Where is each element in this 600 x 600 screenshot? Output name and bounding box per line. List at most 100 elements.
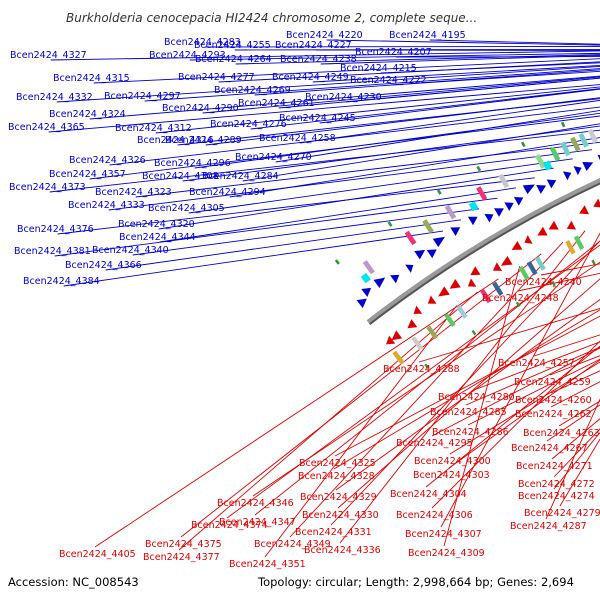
gene-leader-line [94, 278, 499, 548]
forward-gene-arrow [522, 184, 535, 195]
gene-leader-line [320, 54, 600, 65]
gene-label: Bcen2424_4384 [23, 276, 100, 287]
forward-gene-arrow [405, 264, 414, 273]
reverse-gene-arrow [407, 319, 418, 329]
gene-leader-line [194, 112, 600, 169]
gene-label: Bcen2424_4351 [229, 559, 306, 570]
gene-label: Bcen2424_4260 [515, 395, 592, 406]
forward-gene-arrow [432, 236, 445, 248]
reverse-gene-arrow [413, 305, 423, 314]
gene-leader-line [159, 187, 517, 243]
gene-leader-line [333, 309, 600, 470]
gene-leader-line [252, 261, 600, 497]
gene-leader-line [48, 84, 600, 133]
reverse-gene-arrow [386, 335, 396, 345]
gene-label: Bcen2424_4263 [523, 428, 600, 439]
gene-leader-line [289, 241, 564, 538]
reverse-gene-arrow [579, 205, 590, 215]
gene-leader-line [339, 230, 586, 544]
gene-leader-line [204, 45, 600, 48]
gene-leader-line [443, 266, 521, 547]
forward-gene-arrow [573, 166, 582, 176]
cog-feature-inner [411, 336, 424, 351]
gene-leader-line [275, 110, 600, 163]
gene-leader-line [178, 291, 478, 551]
gene-label: Bcen2424_4271 [516, 461, 593, 472]
gene-leader-line [299, 99, 600, 144]
cog-feature-outer [362, 260, 375, 275]
forward-gene-arrow [582, 161, 594, 171]
gene-label: Bcen2424_4316 [137, 135, 214, 146]
map-title: Burkholderia cenocepacia HI2424 chromoso… [66, 11, 477, 25]
gene-label: Bcen2424_4405 [59, 549, 136, 560]
gene-leader-line [49, 129, 600, 193]
reverse-gene-arrow [427, 295, 437, 304]
gene-leader-line [250, 88, 600, 130]
gene-label: Bcen2424_4245 [279, 113, 356, 124]
gene-label: Bcen2424_4327 [10, 50, 87, 61]
gene-label: Bcen2424_4272 [518, 479, 595, 490]
feature-cyan [360, 272, 371, 284]
gene-label: Bcen2424_4261 [238, 98, 315, 109]
rna-marker-inner [551, 280, 556, 287]
reverse-gene-arrow [593, 198, 600, 208]
gene-leader-line [182, 125, 600, 182]
gene-label: Bcen2424_4220 [286, 30, 363, 41]
gene-leader-line [57, 177, 535, 235]
gene-label: Bcen2424_4329 [300, 492, 377, 503]
gene-label: Bcen2424_4264 [195, 54, 272, 65]
gene-leader-line [330, 240, 600, 526]
gene-leader-line [202, 76, 600, 114]
reverse-gene-arrow [511, 240, 523, 251]
rna-marker-outer [476, 165, 482, 172]
gene-leader-line [540, 263, 600, 276]
gene-label: Bcen2424_4195 [389, 30, 466, 41]
gene-leader-line [390, 70, 600, 86]
cog-feature-inner [573, 235, 585, 250]
gene-label: Bcen2424_4315 [53, 73, 130, 84]
cog-feature-outer [535, 154, 546, 169]
gene-label: Bcen2424_4294 [189, 187, 266, 198]
gene-label: Bcen2424_4240 [505, 277, 582, 288]
cog-feature-inner [492, 281, 504, 296]
gene-leader-line [465, 346, 600, 406]
gene-leader-line [109, 106, 600, 166]
gene-label: Bcen2424_4374 [191, 520, 268, 531]
gene-leader-line [89, 115, 600, 180]
forward-gene-arrow [484, 213, 494, 223]
cog-feature-outer [549, 146, 561, 162]
gene-leader-line [315, 49, 600, 51]
forward-gene-arrow [467, 216, 478, 226]
gene-label: Bcen2424_4344 [119, 232, 196, 243]
gene-leader-line [418, 308, 600, 363]
gene-leader-line [218, 61, 600, 83]
rna-marker-outer [520, 141, 526, 148]
forward-gene-arrow [426, 249, 437, 259]
forward-gene-arrow [450, 227, 461, 237]
gene-leader-line [337, 278, 600, 509]
forward-gene-arrow [494, 208, 504, 217]
reverse-gene-arrow [391, 330, 403, 341]
backbone-ring-edge [369, 182, 600, 325]
accession-text: Accession: NC_008543 [8, 575, 139, 589]
gene-leader-line [319, 88, 600, 124]
gene-leader-line [63, 230, 444, 287]
gene-leader-line [254, 240, 600, 516]
reverse-gene-arrow [548, 220, 559, 230]
gene-label: Bcen2424_4262 [515, 409, 592, 420]
gene-label: Bcen2424_4230 [305, 92, 382, 103]
cog-feature-inner [392, 350, 405, 365]
gene-label: Bcen2424_4279 [524, 508, 600, 519]
gene-label: Bcen2424_4308 [142, 171, 219, 182]
gene-leader-line [326, 39, 600, 46]
gene-label: Bcen2424_4267 [511, 443, 588, 454]
gene-label: Bcen2424_4227 [275, 40, 352, 51]
rna-marker-inner [591, 259, 596, 266]
cog-feature-outer [476, 186, 488, 201]
forward-gene-arrow [504, 202, 514, 212]
gene-label: Bcen2424_4259 [514, 377, 591, 388]
cog-feature-outer [422, 219, 434, 234]
reverse-gene-arrow [500, 255, 513, 266]
forward-gene-arrow [562, 171, 572, 181]
